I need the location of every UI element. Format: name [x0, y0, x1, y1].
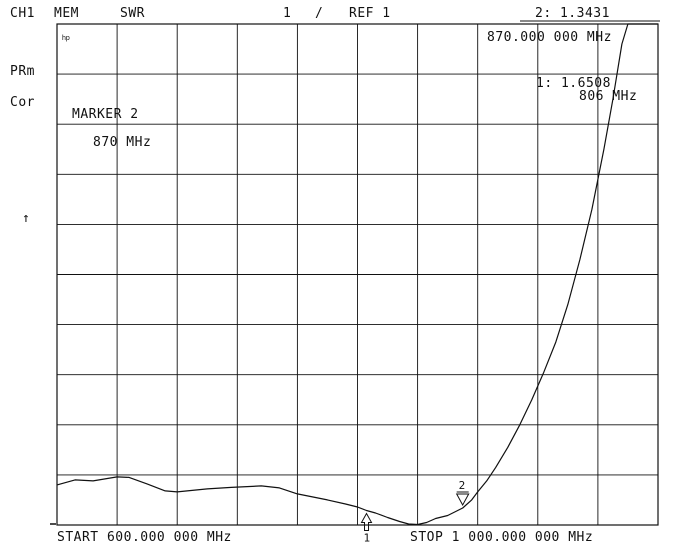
format-label: SWR	[120, 6, 145, 21]
marker-box-freq: 870 MHz	[93, 135, 152, 150]
marker1-freq: 806 MHz	[579, 89, 638, 104]
ref-value: REF 1	[349, 6, 391, 21]
active-marker-freq: 870.000 000 MHz	[487, 30, 612, 45]
cor-label: Cor	[10, 95, 35, 110]
swr-trace-line	[56, 23, 658, 526]
stop-frequency: STOP 1 000.000 000 MHz	[410, 530, 594, 545]
trace-layer	[56, 23, 658, 526]
mem-label: MEM	[54, 6, 79, 21]
marker-layer: 12	[360, 479, 470, 544]
marker-1-label: 1	[364, 531, 371, 544]
marker-2-symbol	[455, 491, 470, 507]
channel-label: CH1	[10, 6, 35, 21]
ref-arrow-icon: ↑	[22, 211, 31, 226]
scale-divider: /	[315, 6, 324, 21]
hp-logo: hp	[62, 35, 70, 42]
scale-value: 1	[283, 6, 292, 21]
marker-1-symbol	[360, 512, 373, 531]
marker-2-label: 2	[459, 479, 466, 492]
marker1-value: 1: 1.6508	[536, 76, 611, 91]
active-marker-readout: 2: 1.3431	[535, 6, 610, 21]
marker-box-title: MARKER 2	[72, 107, 139, 122]
start-frequency: START 600.000 000 MHz	[57, 530, 232, 545]
plot-grid	[56, 23, 659, 526]
prm-label: PRm	[10, 64, 35, 79]
